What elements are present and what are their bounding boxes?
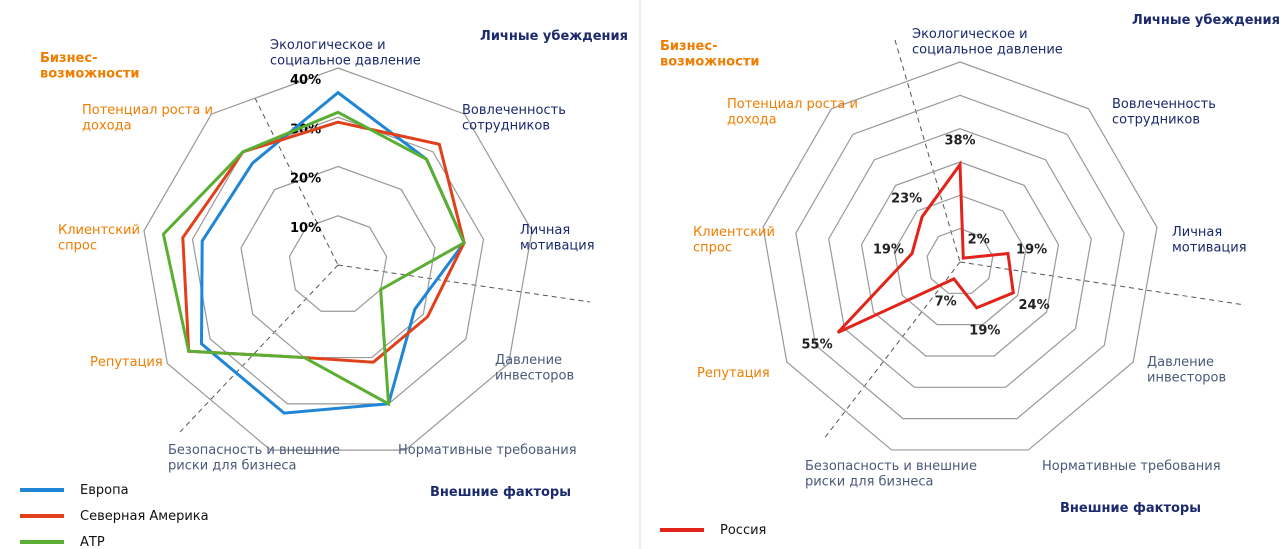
category-label: Вовлеченность сотрудников: [1112, 97, 1216, 128]
category-label: Личная мотивация: [1172, 225, 1247, 256]
data-label: 19%: [873, 242, 904, 257]
series-line: [836, 160, 1015, 334]
category-label: Потенциал роста и дохода: [82, 103, 213, 134]
data-label: 23%: [891, 191, 922, 206]
category-label: Нормативные требования: [398, 443, 577, 458]
category-label: Экологическое и социальное давление: [270, 38, 421, 69]
category-label: Потенциал роста и дохода: [727, 97, 858, 128]
data-label: 2%: [968, 232, 990, 247]
legend-label: АТР: [80, 535, 105, 549]
category-label: Давление инвесторов: [1147, 355, 1226, 386]
category-label: Безопасность и внешние риски для бизнеса: [168, 443, 340, 474]
grid-ring: [795, 94, 1125, 420]
separator: [894, 39, 961, 263]
grid-ring: [926, 228, 994, 294]
category-label: Клиентский спрос: [693, 225, 775, 256]
grid-ring: [191, 116, 485, 405]
category-label: Клиентский спрос: [58, 223, 140, 254]
category-label: Давление инвесторов: [495, 353, 574, 384]
r-tick-label: 40%: [290, 73, 321, 88]
region-label: Внешние факторы: [1060, 501, 1201, 516]
data-label: 7%: [935, 294, 957, 309]
grid-ring: [143, 67, 533, 451]
data-label: 19%: [969, 323, 1000, 338]
grid-ring: [762, 61, 1158, 451]
region-label: Бизнес-возможности: [660, 39, 759, 70]
data-label: 19%: [1016, 242, 1047, 257]
r-tick-label: 20%: [290, 171, 321, 186]
grid-ring: [240, 165, 436, 359]
separator: [179, 264, 339, 433]
legend-label: Европа: [80, 483, 129, 498]
data-label: 55%: [802, 337, 833, 352]
region-label: Внешние факторы: [430, 485, 571, 500]
category-label: Репутация: [90, 355, 163, 370]
category-label: Экологическое и социальное давление: [912, 27, 1063, 58]
series-line: [181, 120, 466, 364]
category-label: Нормативные требования: [1042, 459, 1221, 474]
data-label: 38%: [944, 133, 975, 148]
category-label: Безопасность и внешние риски для бизнеса: [805, 459, 977, 490]
r-tick-label: 10%: [290, 220, 321, 235]
region-label: Личные убеждения: [480, 29, 628, 44]
category-label: Репутация: [697, 366, 770, 381]
separator: [959, 261, 1246, 306]
series-line: [161, 110, 467, 407]
region-label: Личные убеждения: [1132, 13, 1280, 28]
category-label: Личная мотивация: [520, 223, 595, 254]
grid-ring: [860, 161, 1060, 357]
legend-label: Россия: [720, 523, 766, 538]
separator: [337, 264, 591, 303]
grid-ring: [828, 128, 1092, 388]
grid-ring: [893, 194, 1027, 326]
data-label: 24%: [1019, 297, 1050, 312]
region-label: Бизнес-возможности: [40, 51, 139, 82]
category-label: Вовлеченность сотрудников: [462, 103, 566, 134]
grid-ring: [288, 215, 388, 312]
separator: [822, 261, 961, 441]
legend-label: Северная Америка: [80, 509, 209, 524]
